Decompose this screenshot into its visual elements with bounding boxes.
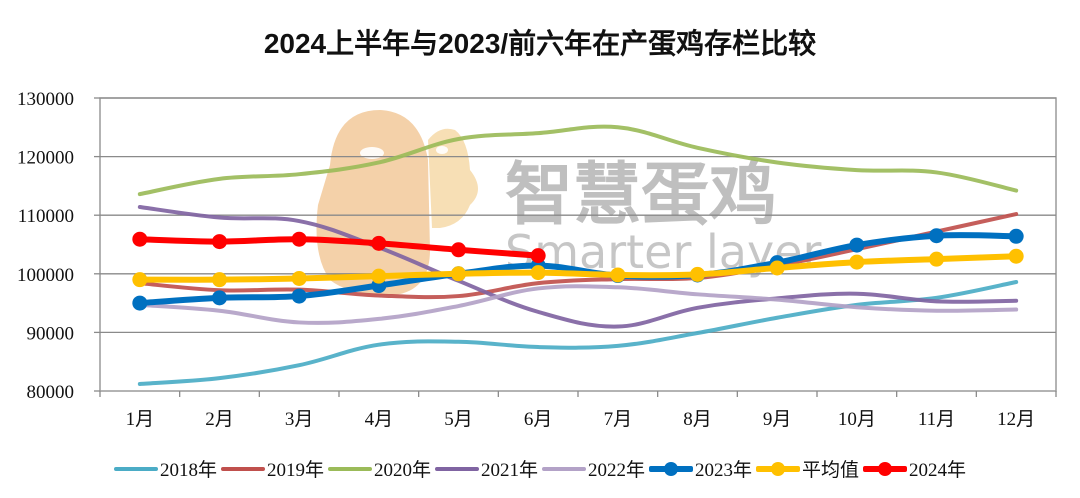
data-point — [530, 265, 546, 281]
legend-label: 2020年 — [373, 460, 431, 481]
line-marker-swatch-icon — [863, 459, 908, 479]
series-2022年 — [137, 284, 1019, 325]
legend-item: 2020年 — [327, 455, 431, 482]
x-tick-label: 8月 — [683, 409, 712, 430]
data-point — [371, 268, 387, 284]
series-平均值 — [132, 248, 1024, 288]
data-point — [291, 231, 307, 247]
y-tick-label: 80000 — [27, 382, 75, 403]
x-tick-label: 12月 — [997, 409, 1035, 430]
y-tick-label: 130000 — [17, 89, 74, 110]
data-point — [451, 266, 466, 282]
line-swatch-icon — [113, 459, 158, 479]
x-tick-label: 6月 — [524, 409, 553, 430]
line-marker-swatch-icon — [649, 459, 694, 479]
data-point — [849, 237, 865, 253]
legend-item: 2023年 — [649, 455, 752, 482]
line-swatch-icon — [434, 459, 479, 479]
data-point — [132, 272, 148, 288]
y-tick-label: 110000 — [18, 206, 74, 227]
chart-legend: 2018年 2019年 2020年 2021年 2022年 2023年 平均值 2024年 — [0, 455, 1080, 482]
x-tick-label: 4月 — [365, 409, 394, 430]
legend-item: 平均值 — [756, 455, 859, 482]
y-tick-label: 90000 — [27, 323, 75, 344]
series-2024年 — [132, 231, 546, 264]
line-marker-swatch-icon — [756, 459, 801, 479]
x-tick-label: 1月 — [126, 409, 155, 430]
data-point — [291, 270, 307, 286]
series-2018年 — [137, 280, 1019, 386]
y-tick-label: 100000 — [17, 265, 74, 286]
legend-label: 2019年 — [266, 460, 324, 481]
data-point — [769, 260, 785, 276]
legend-label: 2021年 — [480, 460, 538, 481]
data-point — [610, 267, 626, 283]
data-point — [212, 272, 227, 288]
x-tick-label: 7月 — [604, 409, 633, 430]
data-point — [929, 251, 944, 267]
x-tick-label: 10月 — [838, 409, 876, 430]
legend-item: 2019年 — [220, 455, 324, 482]
data-point — [212, 290, 227, 306]
data-point — [371, 235, 387, 251]
x-tick-label: 9月 — [763, 409, 792, 430]
data-point — [212, 234, 227, 250]
legend-label: 2022年 — [588, 460, 646, 481]
watermark-cn-text: 智慧蛋鸡 — [505, 156, 777, 235]
data-point — [1008, 228, 1024, 244]
data-point — [1008, 248, 1024, 264]
legend-item: 2024年 — [863, 455, 966, 482]
plot-area — [99, 97, 1057, 392]
data-point — [132, 231, 148, 247]
legend-item: 2021年 — [434, 455, 538, 482]
data-point — [690, 266, 705, 282]
data-point — [291, 288, 307, 304]
legend-label: 2018年 — [159, 460, 217, 481]
line-swatch-icon — [542, 459, 586, 479]
legend-item: 2018年 — [113, 455, 217, 482]
legend-label: 2023年 — [695, 460, 753, 481]
chart-title: 2024上半年与2023/前六年在产蛋鸡存栏比较 — [263, 28, 817, 59]
legend-label: 2024年 — [909, 460, 967, 481]
line-swatch-icon — [327, 459, 372, 479]
x-tick-label: 3月 — [285, 409, 314, 430]
y-tick-label: 120000 — [17, 148, 74, 169]
data-point — [132, 295, 148, 311]
data-point — [451, 242, 466, 258]
series-2021年 — [137, 204, 1019, 329]
x-tick-label: 5月 — [444, 409, 473, 430]
legend-item: 2022年 — [542, 455, 645, 482]
series-2020年 — [137, 124, 1019, 197]
legend-label: 平均值 — [802, 460, 860, 481]
x-tick-label: 11月 — [918, 409, 955, 430]
x-tick-label: 2月 — [205, 409, 234, 430]
data-point — [849, 254, 865, 270]
line-swatch-icon — [220, 459, 265, 479]
data-point — [530, 248, 546, 264]
data-point — [929, 228, 944, 244]
